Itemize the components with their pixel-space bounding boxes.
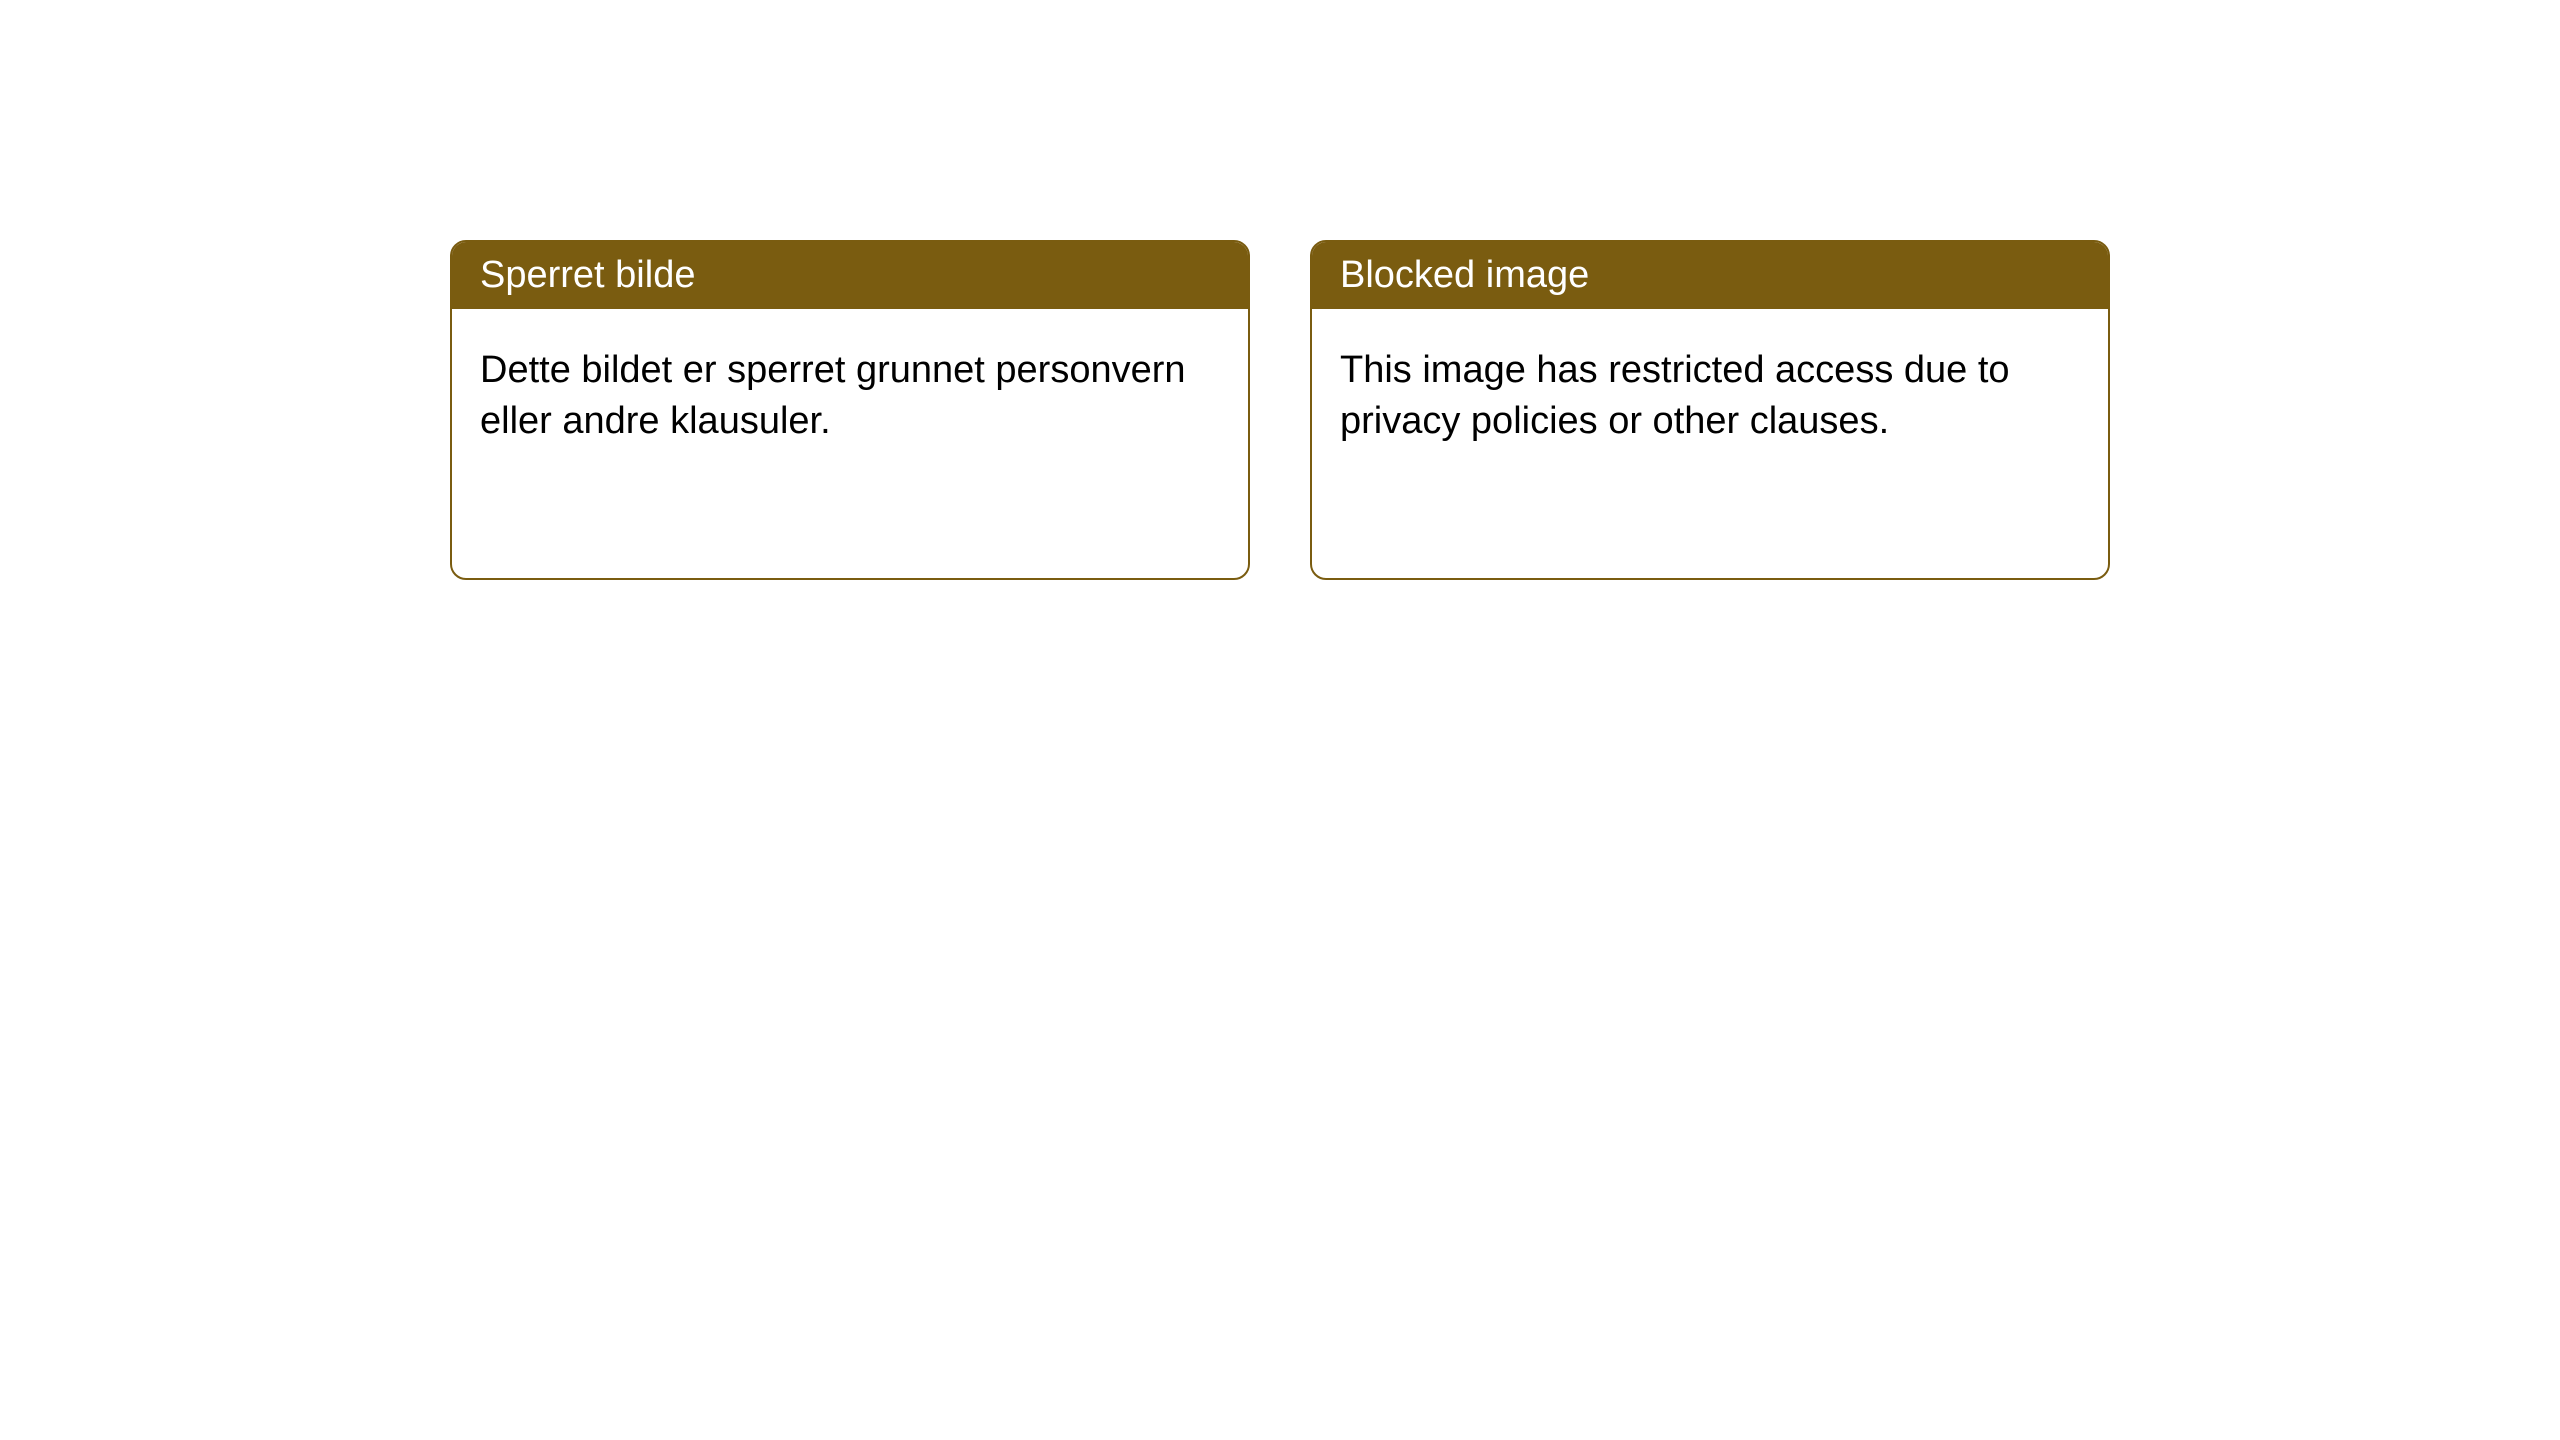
notice-card-english: Blocked image This image has restricted … <box>1310 240 2110 580</box>
card-header: Sperret bilde <box>452 242 1248 309</box>
card-body: This image has restricted access due to … <box>1312 309 2108 484</box>
notice-cards-container: Sperret bilde Dette bildet er sperret gr… <box>450 240 2110 580</box>
notice-card-norwegian: Sperret bilde Dette bildet er sperret gr… <box>450 240 1250 580</box>
card-header: Blocked image <box>1312 242 2108 309</box>
card-body: Dette bildet er sperret grunnet personve… <box>452 309 1248 484</box>
